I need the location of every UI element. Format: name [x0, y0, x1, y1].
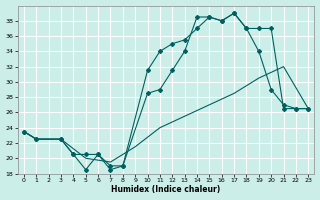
X-axis label: Humidex (Indice chaleur): Humidex (Indice chaleur) [111, 185, 221, 194]
